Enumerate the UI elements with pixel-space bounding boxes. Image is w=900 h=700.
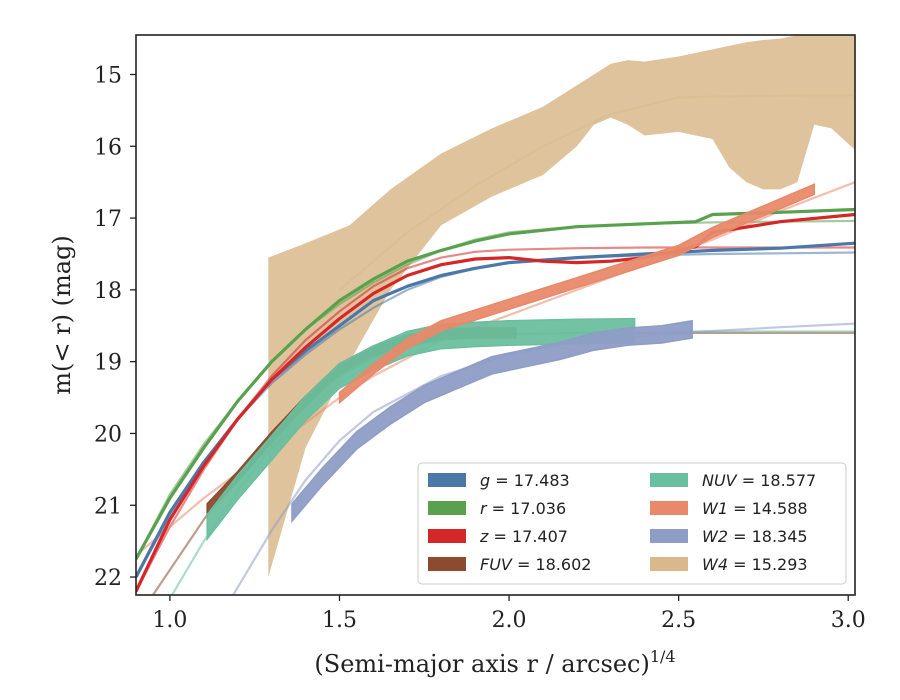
legend-swatch-z	[428, 529, 466, 543]
y-axis-ticks: 15 16 17 18 19 20 21 22	[94, 63, 136, 591]
legend: g = 17.483 r = 17.036 z = 17.407 FUV = 18.6…	[417, 462, 847, 585]
legend-label-z: z = 17.407	[479, 527, 568, 546]
legend-swatch-w1	[650, 501, 688, 515]
legend-label-nuv: NUV = 18.577	[702, 471, 816, 490]
x-tick-label: 3.0	[831, 608, 866, 633]
plot-frame	[135, 34, 856, 596]
y-tick-label: 16	[94, 135, 122, 160]
x-axis-ticks: 1.0 1.5 2.0 2.5 3.0	[152, 595, 866, 633]
band-w4	[268, 35, 855, 578]
data-line-r	[136, 207, 855, 560]
y-tick-label: 21	[94, 494, 122, 519]
model-curve-w2	[231, 322, 855, 595]
data-band-w2	[291, 319, 693, 524]
y-tick-label: 20	[94, 422, 122, 447]
data-lines	[136, 183, 855, 593]
x-tick-label: 1.0	[152, 608, 187, 633]
y-tick-label: 15	[94, 63, 122, 88]
x-tick-label: 2.0	[492, 608, 527, 633]
legend-swatch-nuv	[650, 473, 688, 487]
legend-label-w1: W1 = 14.588	[702, 499, 808, 518]
data-band-w1	[338, 183, 816, 405]
legend-swatch-w4	[650, 557, 688, 571]
x-axis-label: (Semi-major axis r / arcsec)1/4	[314, 647, 675, 678]
y-tick-label: 19	[94, 351, 122, 376]
y-tick-label: 17	[94, 207, 122, 232]
legend-label-w4: W4 = 15.293	[702, 555, 808, 574]
legend-label-g: g = 17.483	[480, 471, 570, 490]
legend-label-w2: W2 = 18.345	[702, 527, 808, 546]
x-tick-label: 2.5	[661, 608, 696, 633]
model-curve-w4	[338, 94, 855, 291]
y-tick-label: 22	[94, 566, 122, 591]
x-tick-label: 1.5	[322, 608, 357, 633]
legend-box	[417, 462, 847, 585]
legend-label-r: r = 17.036	[480, 499, 566, 518]
legend-swatch-fuv	[428, 557, 466, 571]
legend-swatch-w2	[650, 529, 688, 543]
legend-swatch-r	[428, 501, 466, 515]
legend-swatch-g	[428, 473, 466, 487]
y-axis-label: m(< r) (mag)	[48, 235, 76, 394]
uncertainty-bands	[268, 35, 855, 578]
y-tick-label: 18	[94, 279, 122, 304]
legend-label-fuv: FUV = 18.602	[480, 555, 591, 574]
